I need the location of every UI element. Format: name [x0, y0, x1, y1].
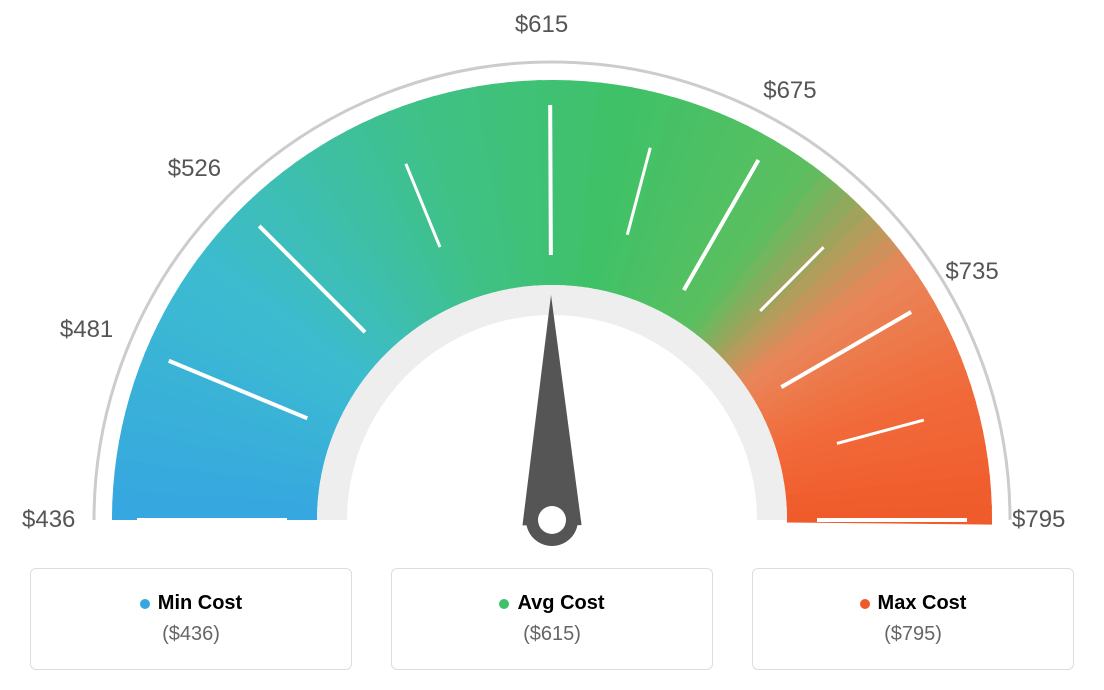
gauge-tick-label: $481: [60, 316, 113, 344]
gauge-tick-label: $735: [945, 258, 998, 286]
legend-title-min: Min Cost: [140, 592, 242, 615]
legend-value-max: ($795): [884, 623, 942, 646]
legend-value-min: ($436): [162, 623, 220, 646]
legend-row: Min Cost ($436) Avg Cost ($615) Max Cost…: [0, 568, 1104, 670]
legend-dot-avg: [499, 599, 509, 609]
legend-title-avg: Avg Cost: [499, 592, 604, 615]
gauge-tick-label: $526: [168, 155, 221, 183]
legend-label-max: Max Cost: [878, 592, 967, 615]
legend-dot-max: [860, 599, 870, 609]
legend-dot-min: [140, 599, 150, 609]
gauge-svg: [0, 0, 1104, 560]
legend-card-avg: Avg Cost ($615): [391, 568, 713, 670]
legend-title-max: Max Cost: [860, 592, 967, 615]
gauge-tick-label: $436: [22, 506, 75, 534]
gauge-tick-label: $615: [515, 11, 568, 39]
gauge-tick-label: $795: [1012, 506, 1065, 534]
gauge-tick-label: $675: [763, 77, 816, 105]
legend-label-avg: Avg Cost: [517, 592, 604, 615]
legend-value-avg: ($615): [523, 623, 581, 646]
cost-gauge-chart: $436 $481 $526 $615 $675 $735 $795 Min Cost ($…: [0, 0, 1104, 690]
gauge-area: $436 $481 $526 $615 $675 $735 $795: [0, 0, 1104, 560]
legend-label-min: Min Cost: [158, 592, 242, 615]
legend-card-max: Max Cost ($795): [752, 568, 1074, 670]
legend-card-min: Min Cost ($436): [30, 568, 352, 670]
